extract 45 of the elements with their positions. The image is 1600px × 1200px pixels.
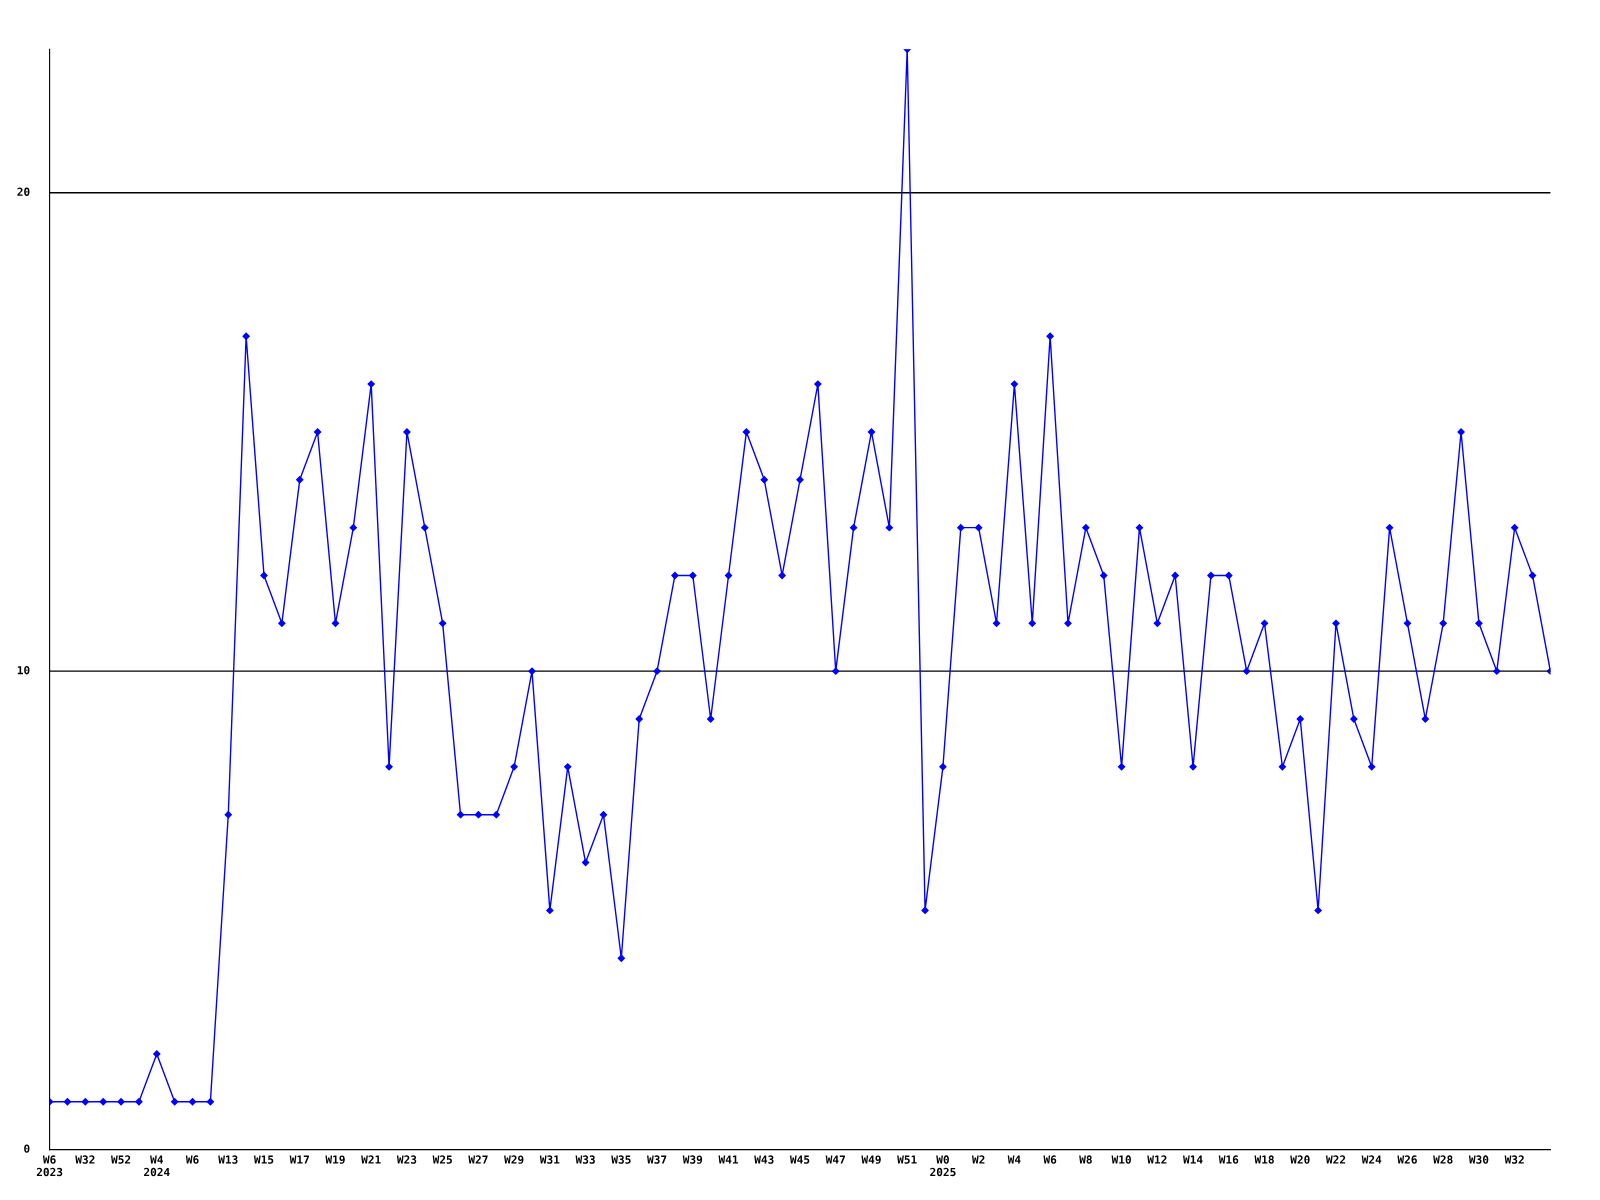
y-tick-label: 10	[17, 665, 30, 675]
x-tick-label: W19	[325, 1155, 345, 1164]
x-tick-label: W26	[1397, 1155, 1417, 1164]
x-tick-label: W17	[289, 1155, 309, 1164]
x-tick-label: W18	[1254, 1155, 1274, 1164]
x-tick-label: W4 2024	[144, 1155, 170, 1177]
x-tick-label: W37	[647, 1155, 667, 1164]
y-tick-label: 20	[17, 187, 30, 196]
x-tick-label: W8	[1079, 1155, 1092, 1164]
x-tick-label: W49	[861, 1155, 881, 1164]
x-tick-label: W25	[432, 1155, 452, 1164]
x-tick-label: W13	[218, 1155, 238, 1164]
x-tick-label: W45	[789, 1155, 810, 1164]
x-tick-label: W2	[971, 1155, 985, 1164]
x-tick-label: W4	[1007, 1155, 1021, 1164]
x-tick-label: W16	[1218, 1155, 1239, 1164]
x-tick-label: W6 2023	[36, 1155, 63, 1177]
x-tick-label: W33	[575, 1155, 595, 1164]
x-tick-label: W22	[1325, 1155, 1346, 1164]
x-tick-label: W32	[75, 1155, 95, 1164]
x-tick-label: W15	[253, 1155, 274, 1164]
x-tick-label: W32	[1504, 1155, 1524, 1164]
x-tick-label: W29	[504, 1155, 524, 1164]
x-tick-label: W14	[1183, 1155, 1203, 1164]
x-tick-label: W27	[468, 1155, 488, 1164]
x-tick-label: W43	[754, 1155, 774, 1164]
x-tick-label: W39	[682, 1155, 703, 1164]
x-tick-label: W21	[361, 1155, 381, 1164]
x-tick-label: W6	[185, 1155, 199, 1164]
y-tick-label: 0	[24, 1144, 30, 1153]
x-tick-label: W52	[111, 1155, 131, 1164]
x-tick-label: W31	[539, 1155, 560, 1164]
x-tick-label: W24	[1361, 1155, 1382, 1164]
x-tick-label: W23	[396, 1155, 417, 1164]
x-tick-label: W0 2025	[930, 1155, 956, 1177]
x-tick-label: W28	[1433, 1155, 1453, 1164]
x-tick-label: W51	[897, 1155, 917, 1164]
x-tick-label: W30	[1468, 1155, 1489, 1164]
x-tick-label: W35	[611, 1155, 631, 1164]
x-tick-label: W6	[1043, 1155, 1057, 1164]
x-tick-label: W12	[1147, 1155, 1167, 1164]
x-tick-label: W47	[825, 1155, 845, 1164]
x-tick-label: W10	[1111, 1155, 1131, 1164]
x-tick-label: W20	[1290, 1155, 1310, 1164]
x-tick-label: W41	[718, 1155, 739, 1164]
